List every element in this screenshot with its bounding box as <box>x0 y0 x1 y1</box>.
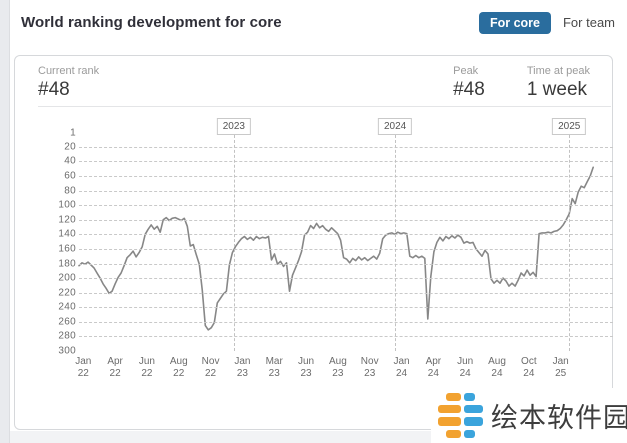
gridline <box>79 321 613 323</box>
x-axis-tick-label: Jan 23 <box>234 356 251 379</box>
y-axis-tick-label: 280 <box>58 330 76 342</box>
gridline <box>79 263 613 265</box>
x-axis-tick-label: Apr 22 <box>107 356 123 379</box>
year-marker-label: 2025 <box>552 118 587 135</box>
gridline <box>79 190 613 192</box>
page-title: World ranking development for core <box>21 14 282 31</box>
logo-bar <box>437 404 461 414</box>
watermark-logo-icon <box>437 392 483 439</box>
logo-bar <box>437 417 461 426</box>
x-axis-tick-label: Apr 24 <box>425 356 442 379</box>
gridline <box>79 146 613 148</box>
tab-for-core[interactable]: For core <box>478 11 551 34</box>
stats-row: Current rank #48 Peak #48 Time at peak 1… <box>38 65 590 101</box>
gridline <box>79 176 613 178</box>
watermark-text: 绘本软件园 <box>491 403 627 433</box>
x-axis-tick-label: Jun 22 <box>138 356 155 379</box>
y-axis-tick-label: 40 <box>64 155 76 167</box>
x-axis-tick-label: Jun 23 <box>297 356 315 379</box>
x-axis-tick-label: Mar 23 <box>265 356 283 379</box>
y-axis-tick-label: 20 <box>64 141 76 153</box>
gridline <box>79 248 613 250</box>
y-axis-tick-label: 60 <box>64 170 76 182</box>
y-axis-tick-label: 240 <box>58 301 76 313</box>
gridline <box>79 278 613 280</box>
x-axis-tick-label: Aug 23 <box>328 356 347 379</box>
y-axis-tick-label: 160 <box>58 243 76 255</box>
year-marker-label: 2023 <box>216 118 251 135</box>
time-at-peak-value: 1 week <box>526 79 588 100</box>
peak-value: #48 <box>453 79 485 100</box>
page-gutter <box>0 0 10 443</box>
x-axis-tick-label: Aug 24 <box>488 356 506 379</box>
year-marker-label: 2024 <box>378 118 413 135</box>
stats-divider <box>38 106 611 107</box>
y-axis-tick-label: 300 <box>58 345 76 357</box>
year-marker-line <box>395 135 397 351</box>
rank-line-chart <box>78 166 595 331</box>
x-axis-tick-label: Jan 22 <box>75 356 92 379</box>
y-axis-tick-label: 140 <box>58 228 76 240</box>
watermark: 绘本软件园 <box>431 388 627 443</box>
current-rank-label: Current rank <box>38 65 100 77</box>
y-axis-tick-label: 180 <box>58 258 76 269</box>
y-axis-tick-label: 80 <box>64 185 76 197</box>
y-axis-tick-label: 120 <box>58 214 76 226</box>
logo-bar <box>446 429 461 439</box>
x-axis-tick-label: Oct 24 <box>521 356 537 379</box>
current-rank-stat: Current rank #48 <box>38 65 99 101</box>
gridline <box>79 307 613 309</box>
gridline <box>79 336 613 338</box>
header: World ranking development for core For c… <box>21 11 617 34</box>
rank-line-series <box>78 166 595 331</box>
y-axis-tick-label: 1 <box>70 127 76 139</box>
x-axis-tick-label: Jan 25 <box>552 356 569 379</box>
current-rank-value: #48 <box>38 79 70 100</box>
logo-bar <box>463 429 475 439</box>
peak-label: Peak <box>453 65 479 77</box>
gridline <box>79 234 613 236</box>
x-axis-tick-label: Jan 24 <box>393 356 410 379</box>
logo-bar <box>463 404 483 414</box>
time-at-peak-label: Time at peak <box>526 65 590 77</box>
ranking-chart: 1 20 40 60 80 100 120 140 160 180 200 220 240 260 280 3… <box>58 118 613 379</box>
y-axis-tick-label: 200 <box>58 272 76 284</box>
x-axis-tick-label: Jun 24 <box>457 356 474 379</box>
y-axis-tick-label: 100 <box>58 199 76 211</box>
x-axis-tick-label: Aug 22 <box>169 356 188 379</box>
peak-stat: Peak #48 <box>453 65 485 101</box>
logo-bar <box>463 417 483 426</box>
tab-for-team[interactable]: For team <box>561 11 617 34</box>
logo-bar <box>446 392 461 402</box>
year-marker-line <box>233 135 235 351</box>
time-at-peak-stat: Time at peak 1 week <box>527 65 590 101</box>
y-axis-tick-label: 260 <box>58 316 76 328</box>
x-axis-tick-label: Nov 22 <box>201 356 220 379</box>
gridline <box>79 205 613 207</box>
view-switcher: For core For team <box>478 11 617 34</box>
ranking-card: Current rank #48 Peak #48 Time at peak 1… <box>14 55 613 430</box>
gridline <box>79 219 613 221</box>
gridline <box>79 161 613 163</box>
year-marker-line <box>569 135 571 351</box>
x-axis-tick-label: Nov 23 <box>360 356 379 379</box>
gridline <box>79 292 613 294</box>
logo-bar <box>463 392 475 402</box>
y-axis-tick-label: 220 <box>58 287 76 299</box>
